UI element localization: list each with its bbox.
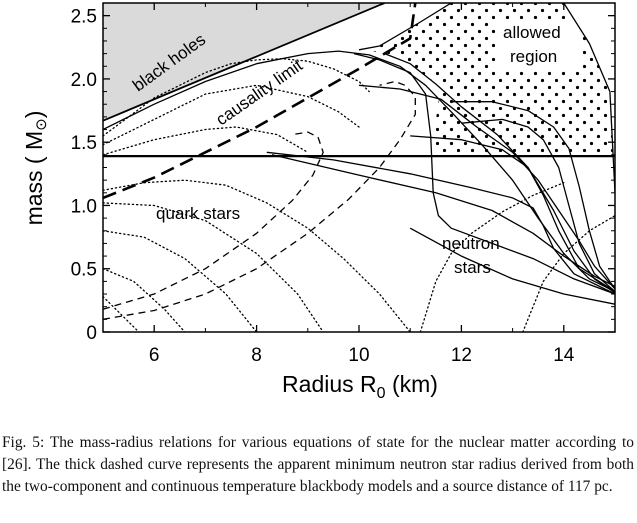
mass-radius-figure: black holes causality limit allowed regi… (21, 2, 616, 402)
x-axis-label: Radius R0 (km) (282, 371, 438, 402)
curve-dotted-10 (522, 214, 615, 332)
curve-neutron-star-eos-2 (384, 52, 615, 294)
curve-neutron-star-eos-8 (271, 154, 615, 287)
y-axis-label-text: mass ( M (21, 131, 47, 226)
figure-caption: Fig. 5: The mass-radius relations for va… (2, 434, 634, 495)
curve-neutron-star-eos-4 (451, 101, 615, 290)
annotation-allowed-2: region (510, 47, 557, 66)
curve-neutron-star-eos-5 (410, 135, 615, 293)
allowed-region-label-background (497, 19, 579, 69)
x-axis-label-text: Radius R (282, 371, 377, 397)
curve-dotted-1 (103, 58, 370, 137)
annotation-stars: stars (454, 258, 491, 277)
curve-neutron-star-eos-9 (409, 227, 615, 305)
x-axis-label-subscript: 0 (377, 385, 386, 402)
x-tick-labels: 6 8 10 12 14 (149, 345, 575, 366)
curve-dotted-9 (419, 182, 565, 332)
curve-quark-star-2 (103, 131, 324, 310)
curve-neutron-star-eos-6 (353, 52, 615, 295)
y-tick-label: 1.0 (71, 196, 97, 217)
annotation-neutron: neutron (442, 234, 500, 253)
curve-dotted-6 (103, 230, 258, 332)
x-tick-label: 12 (451, 345, 472, 366)
y-tick-label: 2.5 (71, 7, 97, 28)
curve-neutron-star-eos-7 (266, 151, 615, 295)
y-tick-labels: 0 0.5 1.0 1.5 2.0 2.5 (71, 7, 97, 344)
curve-dotted-8 (103, 295, 140, 332)
x-tick-label: 6 (149, 345, 160, 366)
x-axis-label-unit: (km) (386, 371, 438, 397)
y-tick-label: 2.0 (71, 70, 97, 91)
x-tick-label: 8 (251, 345, 262, 366)
black-holes-boundary-line (103, 3, 385, 122)
y-tick-label: 0 (86, 323, 97, 344)
curves-layer (103, 3, 615, 332)
curve-dotted-3 (103, 126, 309, 156)
curve-allowed-region-boundary (358, 3, 452, 51)
annotation-allowed-1: allowed (503, 23, 561, 42)
curve-neutron-star-eos-10 (358, 84, 615, 290)
y-axis-label-symbol: ⊙ (33, 118, 50, 131)
y-tick-label: 1.5 (71, 133, 97, 154)
tick-marks (102, 3, 616, 333)
annotation-quark-stars: quark stars (156, 204, 240, 223)
curve-dotted-2 (103, 84, 360, 146)
curve-neutron-star-eos-3 (461, 118, 615, 292)
y-tick-label: 0.5 (71, 260, 97, 281)
curve-theoretical-limit-thick-dashed- (103, 3, 417, 200)
curve-dotted-7 (103, 268, 186, 332)
y-axis-label: mass ( M⊙) (21, 111, 50, 226)
x-tick-label: 10 (348, 345, 369, 366)
x-tick-label: 14 (553, 345, 575, 366)
y-axis-label-close: ) (21, 111, 47, 119)
curve-dotted-4 (103, 179, 411, 332)
curve-dotted-5 (103, 202, 324, 332)
